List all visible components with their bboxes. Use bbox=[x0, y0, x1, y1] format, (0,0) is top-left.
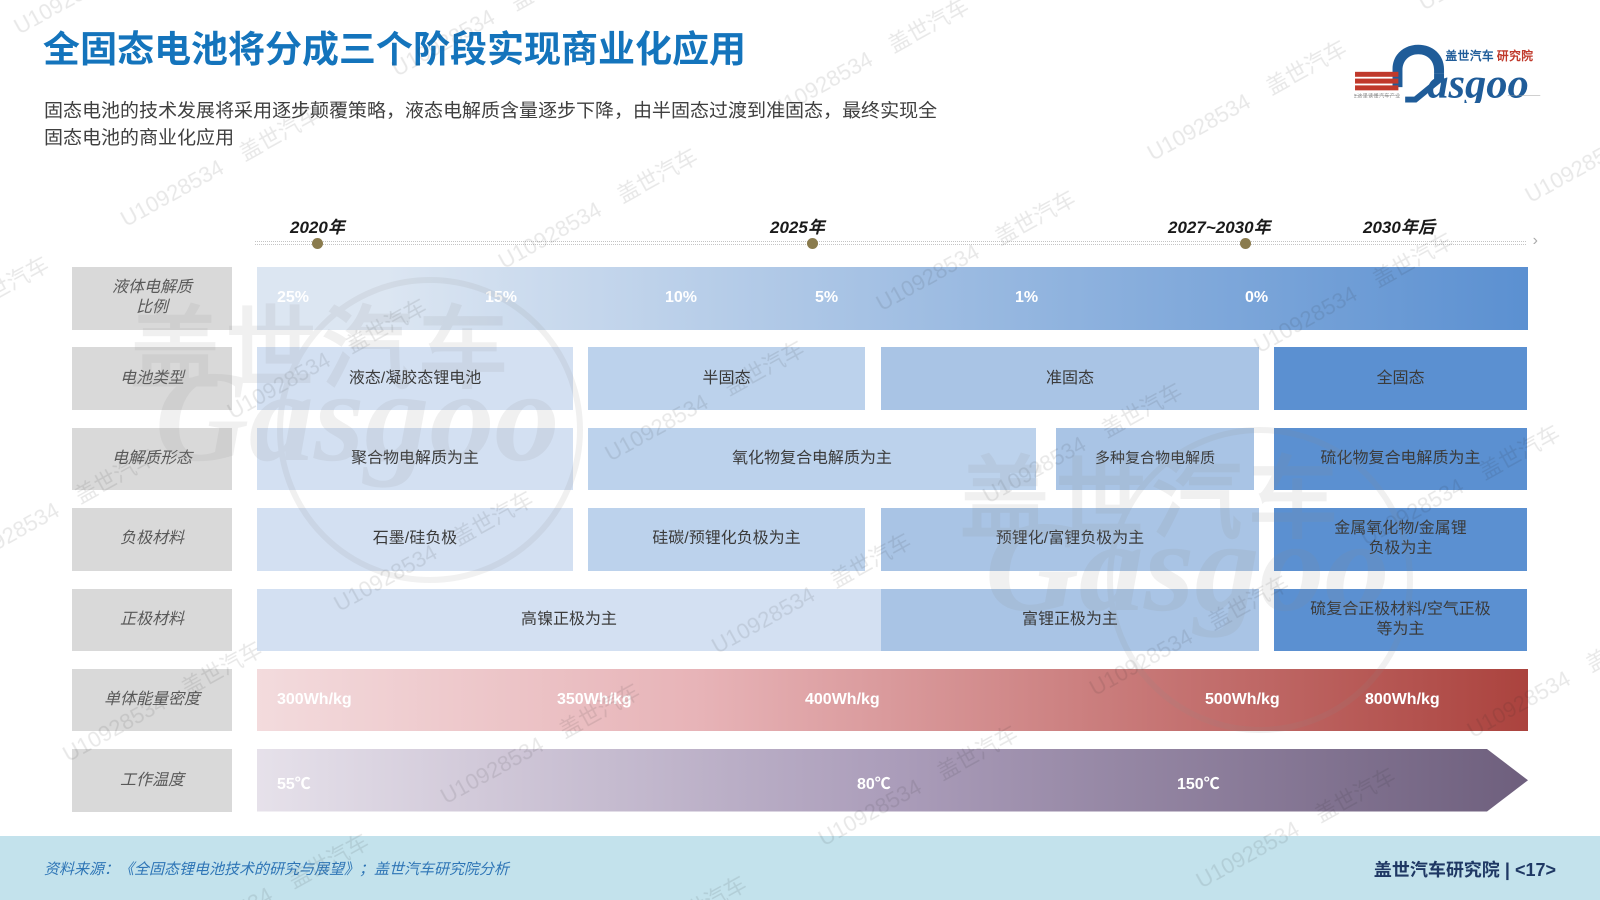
svg-text:asgoo: asgoo bbox=[1427, 61, 1528, 103]
svg-text:在这里读懂汽车产业: 在这里读懂汽车产业 bbox=[1354, 93, 1401, 100]
svg-text:研究院: 研究院 bbox=[1497, 49, 1534, 63]
svg-text:盖世汽车: 盖世汽车 bbox=[1445, 49, 1494, 63]
